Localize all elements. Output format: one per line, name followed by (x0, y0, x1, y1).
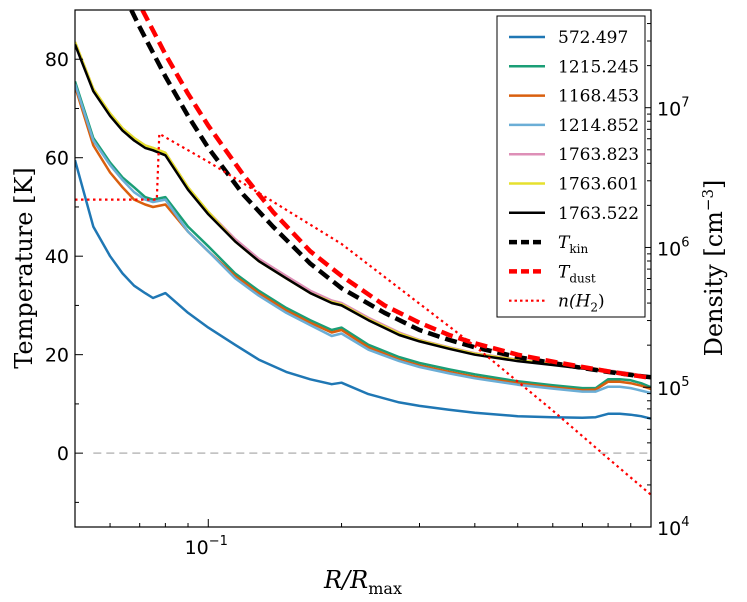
legend-label-4: 1763.823 (558, 145, 639, 165)
y-axis-label-right: Density [cm−3] (699, 180, 728, 357)
y-left-tick-label-2: 40 (45, 246, 69, 268)
legend-label-9: n(H2) (558, 292, 605, 315)
y-right-tick-label-0: 104 (657, 515, 689, 540)
y-right-tick-label-1: 105 (657, 375, 689, 400)
y-left-tick-label-4: 80 (45, 49, 69, 71)
legend-label-0: 572.497 (558, 28, 628, 48)
series-layer (75, 10, 651, 496)
legend-label-5: 1763.601 (558, 175, 639, 195)
series-line-9 (75, 132, 651, 496)
legend-label-8: Tdust (558, 262, 596, 285)
legend: 572.497 1215.245 1168.453 1214.852 1763.823 1… (496, 15, 646, 318)
y-left-tick-label-1: 20 (45, 345, 69, 367)
series-line-2 (75, 85, 651, 392)
legend-label-7: Tkin (558, 233, 588, 256)
plot-frame (74, 9, 652, 528)
y-right-tick-label-3: 107 (657, 96, 689, 121)
series-line-8 (140, 10, 651, 381)
series-line-0 (75, 159, 651, 420)
y-left-tick-label-0: 0 (57, 443, 69, 465)
y-axis-label-left: Temperature [K] (10, 167, 38, 369)
series-line-7 (129, 10, 651, 380)
series-line-1 (75, 81, 651, 390)
x-tick-label: 10−1 (185, 534, 228, 559)
series-line-3 (75, 83, 651, 395)
legend-label-1: 1215.245 (558, 57, 639, 77)
legend-label-6: 1763.522 (558, 204, 639, 224)
x-axis-label: R/Rmax (323, 566, 402, 598)
y-left-tick-label-3: 60 (45, 148, 69, 170)
legend-label-3: 1214.852 (558, 116, 639, 136)
y-right-tick-label-2: 106 (657, 235, 689, 260)
ticks-layer: 0 20 40 60 80 104 105 106 107 10−1 (45, 9, 689, 559)
legend-label-2: 1168.453 (558, 87, 639, 107)
